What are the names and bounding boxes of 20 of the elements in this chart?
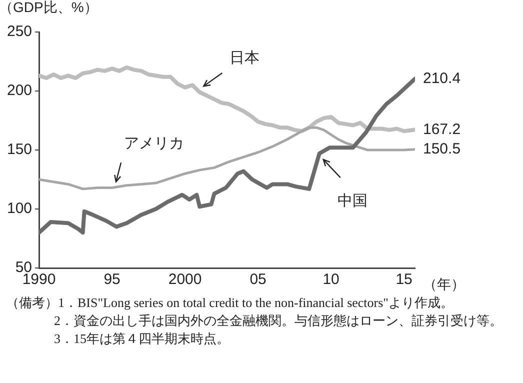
y-tick-label: 150 bbox=[6, 141, 32, 158]
x-tick-label: 05 bbox=[250, 271, 266, 288]
y-tick-label: 250 bbox=[6, 23, 32, 40]
x-tick-label: 15 bbox=[396, 271, 412, 288]
text: 2．資金の出し手は国内外の全金融機関。与信形態はローン、証券引受け等。 bbox=[53, 312, 504, 330]
series-label: アメリカ bbox=[124, 134, 184, 152]
x-tick-label: 10 bbox=[322, 271, 340, 288]
y-tick-label: 100 bbox=[6, 200, 32, 218]
text: （備考）1．BIS"Long series on total credit to the non-financial sectors"より作成。 bbox=[6, 294, 454, 312]
data-label: 150.5 bbox=[423, 140, 461, 158]
y-tick-label: 200 bbox=[6, 82, 32, 100]
y-axis-title: （GDP比、%） bbox=[0, 0, 98, 15]
x-tick-label: 95 bbox=[104, 271, 120, 288]
text: 日本 bbox=[230, 49, 260, 66]
data-label: 167.2 bbox=[423, 120, 461, 138]
data-label: 210.4 bbox=[423, 70, 461, 87]
x-tick-label: 2000 bbox=[168, 271, 202, 288]
x-axis-title: （年） bbox=[423, 276, 465, 292]
series-label: 中国 bbox=[337, 192, 368, 210]
text: 3．15年は第４四半期末時点。 bbox=[53, 330, 230, 348]
